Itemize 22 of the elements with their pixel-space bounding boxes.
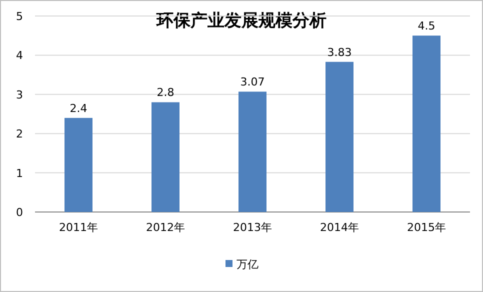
data-label: 4.5: [418, 20, 436, 33]
x-tick-label: 2014年: [320, 221, 359, 234]
y-tick-label: 2: [16, 128, 23, 141]
x-tick-label: 2011年: [59, 221, 98, 234]
bar: [152, 102, 180, 212]
x-tick-label: 2013年: [233, 221, 272, 234]
bar: [238, 92, 266, 212]
bar: [412, 36, 440, 212]
bar: [326, 62, 354, 212]
y-tick-label: 4: [16, 49, 23, 62]
data-label: 2.8: [156, 86, 174, 100]
bar: [64, 118, 92, 212]
data-label: 3.07: [240, 76, 265, 89]
data-label: 3.83: [327, 46, 352, 59]
legend-label: 万亿: [236, 258, 258, 271]
x-tick-label: 2012年: [146, 221, 185, 234]
x-tick-label: 2015年: [407, 221, 446, 234]
y-tick-label: 0: [16, 206, 23, 219]
data-label: 2.4: [70, 102, 88, 115]
y-tick-label: 1: [16, 166, 23, 180]
y-tick-label: 3: [16, 88, 23, 102]
y-tick-label: 5: [16, 10, 23, 23]
